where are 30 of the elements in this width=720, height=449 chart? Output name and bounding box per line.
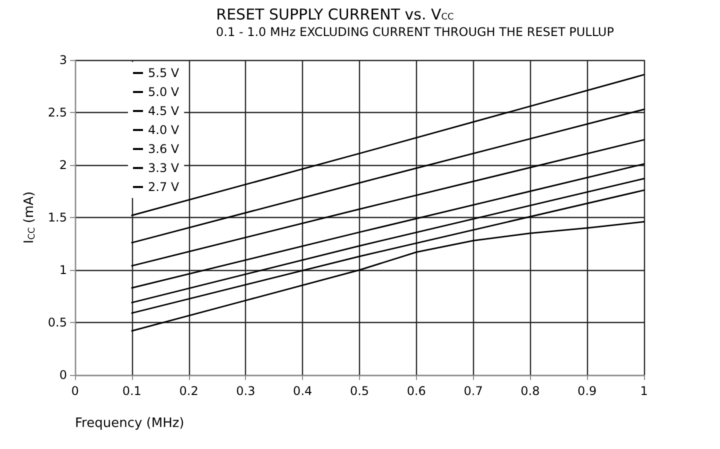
x-tick-label: 0 <box>71 384 79 398</box>
y-tick-label: 1 <box>59 263 67 277</box>
x-tick-label: 0.2 <box>179 384 198 398</box>
legend-label: 4.0 V <box>148 123 180 137</box>
y-tick-label: 2.5 <box>48 106 67 120</box>
legend-label: 5.5 V <box>148 66 180 80</box>
x-tick-label: 0.3 <box>236 384 256 398</box>
chart-title: RESET SUPPLY CURRENT vs. VCC <box>216 6 454 24</box>
x-tick-label: 1 <box>640 384 648 398</box>
x-tick-label: 0.7 <box>464 384 483 398</box>
line-series <box>131 220 645 332</box>
x-tick-label: 0.1 <box>122 384 142 398</box>
y-axis-title: ICC (mA) <box>22 191 38 244</box>
x-tick-label: 0.9 <box>578 384 597 398</box>
x-axis-title: Frequency (MHz) <box>75 416 184 431</box>
x-tick-label: 0.4 <box>293 384 312 398</box>
x-tick-label: 0.6 <box>406 384 426 398</box>
y-tick-label: 3 <box>59 53 67 67</box>
chart-subtitle: 0.1 - 1.0 MHz EXCLUDING CURRENT THROUGH THE RESET PULLUP <box>216 25 614 39</box>
y-tick-label: 0 <box>59 368 67 382</box>
legend-label: 3.3 V <box>148 161 180 175</box>
legend-label: 4.5 V <box>148 104 180 118</box>
legend-label: 3.6 V <box>148 142 180 156</box>
y-tick-label: 1.5 <box>48 210 67 224</box>
legend-label: 2.7 V <box>148 180 180 194</box>
y-tick-label: 0.5 <box>48 316 67 330</box>
x-tick-label: 0.8 <box>520 384 540 398</box>
legend-label: 5.0 V <box>148 85 180 99</box>
y-tick-label: 2 <box>59 158 67 172</box>
x-tick-label: 0.5 <box>350 384 370 398</box>
